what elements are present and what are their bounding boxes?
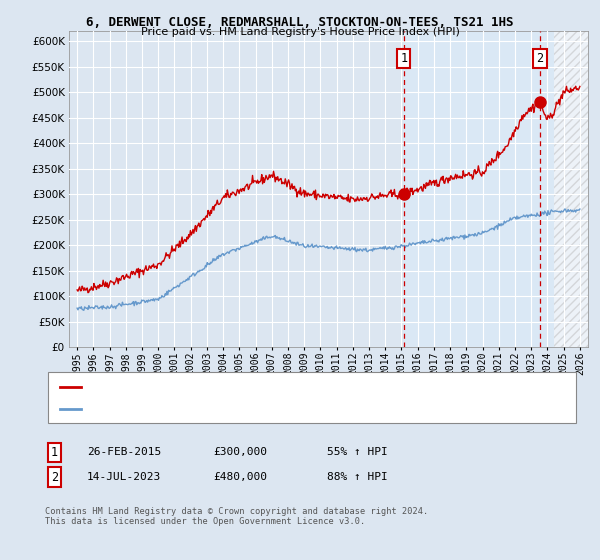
Text: 6, DERWENT CLOSE, REDMARSHALL, STOCKTON-ON-TEES, TS21 1HS: 6, DERWENT CLOSE, REDMARSHALL, STOCKTON-… <box>86 16 514 29</box>
Text: 1: 1 <box>51 446 58 459</box>
Text: Contains HM Land Registry data © Crown copyright and database right 2024.
This d: Contains HM Land Registry data © Crown c… <box>45 507 428 526</box>
Text: HPI: Average price, detached house, Stockton-on-Tees: HPI: Average price, detached house, Stoc… <box>85 404 349 414</box>
Text: £300,000: £300,000 <box>213 447 267 458</box>
Text: £480,000: £480,000 <box>213 472 267 482</box>
Text: 88% ↑ HPI: 88% ↑ HPI <box>327 472 388 482</box>
Bar <box>404 31 554 347</box>
Text: 26-FEB-2015: 26-FEB-2015 <box>87 447 161 458</box>
Text: 55% ↑ HPI: 55% ↑ HPI <box>327 447 388 458</box>
Text: 1: 1 <box>400 53 407 66</box>
Text: 14-JUL-2023: 14-JUL-2023 <box>87 472 161 482</box>
Text: Price paid vs. HM Land Registry's House Price Index (HPI): Price paid vs. HM Land Registry's House … <box>140 27 460 37</box>
Text: 6, DERWENT CLOSE, REDMARSHALL, STOCKTON-ON-TEES, TS21 1HS (detached house): 6, DERWENT CLOSE, REDMARSHALL, STOCKTON-… <box>85 381 509 391</box>
Text: 2: 2 <box>536 53 544 66</box>
Bar <box>554 31 588 347</box>
Text: 2: 2 <box>51 470 58 484</box>
